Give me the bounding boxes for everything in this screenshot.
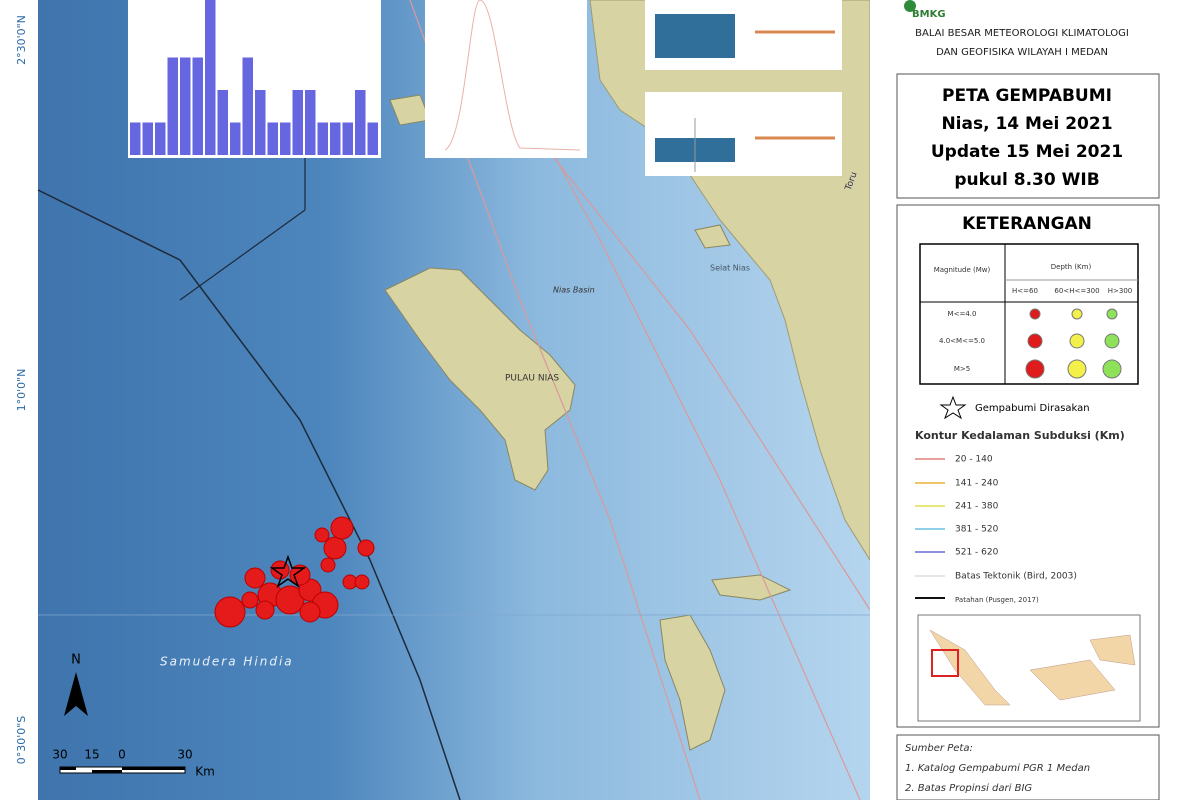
scale-tick: 30 [177, 748, 192, 762]
contour-legend: 20 - 140 141 - 240 241 - 380 381 - 520 5… [915, 455, 1077, 604]
legend-table-text: Magnitude (Mw) Depth (Km) H<=60 60<H<=30… [934, 263, 1133, 373]
histogram-bar [317, 122, 328, 155]
island [711, 574, 792, 601]
histogram-bar [205, 0, 216, 155]
source-item: 2. Batas Propinsi dari BIG [905, 783, 1032, 794]
locator-land [929, 629, 1136, 706]
legend-table [919, 243, 1139, 385]
boxplot-inset [645, 92, 842, 176]
contour-label: 241 - 380 [955, 502, 999, 512]
logo [904, 0, 916, 12]
histogram-bar [330, 122, 341, 155]
earthquake-cluster [214, 516, 375, 628]
north-arrow [64, 672, 88, 716]
place-label: Samudera Hindia [160, 655, 294, 669]
source-item: 1. Katalog Gempabumi PGR 1 Medan [905, 763, 1090, 774]
scale-unit: Km [195, 765, 215, 779]
mag-class: M<=4.0 [948, 310, 977, 318]
scale-labels: 30 15 0 30 Km [52, 748, 214, 779]
table-header: Magnitude (Mw) [934, 266, 991, 274]
depth-class: H<=60 [1012, 287, 1038, 295]
histogram-bar [280, 122, 291, 155]
source-title: Sumber Peta: [905, 743, 973, 754]
scale-bar [92, 770, 122, 773]
histogram-bar [255, 90, 266, 155]
histogram-bar [130, 122, 141, 155]
legend-box [896, 204, 1160, 728]
histogram-bar [342, 122, 353, 155]
scale-tick: 15 [84, 748, 99, 762]
depth-class: H>300 [1108, 287, 1133, 295]
legend-title: KETERANGAN [962, 214, 1092, 234]
contour-line [539, 139, 871, 611]
title: PETA GEMPABUMI Nias, 14 Mei 2021 Update … [931, 86, 1123, 190]
lat-label: 0°30'0"S [15, 716, 28, 765]
org-line: BALAI BESAR METEOROLOGI KLIMATOLOGI [915, 28, 1129, 39]
mag-class: 4.0<M<=5.0 [939, 337, 985, 345]
north-label: N [71, 653, 81, 668]
box [655, 14, 735, 58]
legend-symbols [1025, 308, 1122, 379]
island [694, 224, 731, 249]
nias-island [384, 267, 576, 491]
felt-symbol [939, 395, 967, 420]
title-line: pukul 8.30 WIB [954, 170, 1099, 190]
fault-line [37, 189, 461, 801]
org-line: DAN GEOFISIKA WILAYAH I MEDAN [936, 47, 1108, 58]
contour-label: 381 - 520 [955, 525, 999, 535]
place-label: Nias Basin [553, 286, 595, 295]
place-label: Selat Nias [710, 264, 750, 273]
place-label: PULAU NIAS [505, 374, 559, 384]
inset-pointer [179, 209, 306, 301]
contour-label: 141 - 240 [955, 479, 999, 489]
density-curve [444, 0, 581, 151]
fault-label: Patahan (Pusgen, 2017) [955, 596, 1039, 604]
scale-tick: 0 [118, 748, 126, 762]
table-header: Depth (Km) [1051, 263, 1092, 271]
histogram-bar [292, 90, 303, 155]
histogram-bar [167, 57, 178, 155]
scale-tick: 30 [52, 748, 67, 762]
locator-box [931, 649, 959, 677]
histogram-bar [367, 122, 378, 155]
title-line: PETA GEMPABUMI [942, 86, 1112, 106]
lat-label: 2°30'0"N [15, 15, 28, 65]
title-line: Update 15 Mei 2021 [931, 142, 1123, 162]
histogram-bar [242, 57, 253, 155]
histogram-bar [142, 122, 153, 155]
scale-bar [60, 767, 76, 770]
contour-title: Kontur Kedalaman Subduksi (Km) [915, 429, 1125, 442]
sources: Sumber Peta: 1. Katalog Gempabumi PGR 1 … [905, 743, 1090, 794]
felt-label: Gempabumi Dirasakan [975, 403, 1090, 414]
lat-label: 1°0'0"N [15, 369, 28, 412]
mag-class: M>5 [954, 365, 970, 373]
depth-class: 60<H<=300 [1054, 287, 1099, 295]
contour-label: 521 - 620 [955, 548, 999, 558]
lat-margin [0, 0, 38, 800]
histogram-bar [230, 122, 241, 155]
histogram-bar [305, 90, 316, 155]
histogram-bar [155, 122, 166, 155]
tectonic-label: Batas Tektonik (Bird, 2003) [955, 572, 1077, 582]
histogram-bar [267, 122, 278, 155]
histogram-bars [130, 0, 378, 155]
agency: BMKG [912, 9, 946, 20]
contour-label: 20 - 140 [955, 455, 993, 465]
felt-star [269, 554, 307, 588]
histogram-bar [180, 57, 191, 155]
histogram-bar [192, 57, 203, 155]
histogram-bar [355, 90, 366, 155]
island [659, 614, 726, 751]
scale-bar [122, 767, 185, 770]
title-box [896, 73, 1160, 199]
density-inset [425, 0, 587, 158]
locator-map [917, 614, 1141, 722]
histogram-bar [217, 90, 228, 155]
title-line: Nias, 14 Mei 2021 [941, 114, 1112, 134]
